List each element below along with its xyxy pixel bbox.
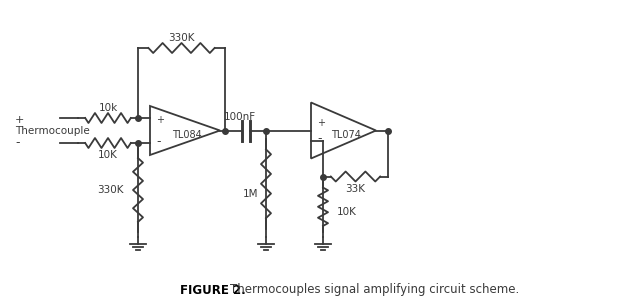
Text: 10k: 10k [98, 103, 118, 113]
Text: 330K: 330K [168, 33, 195, 43]
Text: +: + [317, 118, 325, 127]
Text: -: - [317, 132, 321, 145]
Text: +: + [15, 115, 24, 125]
Text: 10K: 10K [98, 150, 118, 160]
Text: 100nF: 100nF [224, 111, 256, 122]
Text: TL074: TL074 [331, 130, 361, 141]
Text: -: - [156, 135, 161, 149]
Text: Thermocouples signal amplifying circuit scheme.: Thermocouples signal amplifying circuit … [230, 283, 519, 297]
Text: 1M: 1M [243, 189, 259, 199]
Text: Thermocouple: Thermocouple [15, 126, 90, 136]
Text: +: + [156, 115, 164, 125]
Text: 330K: 330K [97, 185, 123, 195]
Text: -: - [15, 137, 19, 150]
Text: TL084: TL084 [172, 130, 202, 141]
Text: FIGURE 2.: FIGURE 2. [180, 283, 245, 297]
Text: 10K: 10K [337, 207, 357, 217]
Text: 33K: 33K [346, 185, 366, 195]
